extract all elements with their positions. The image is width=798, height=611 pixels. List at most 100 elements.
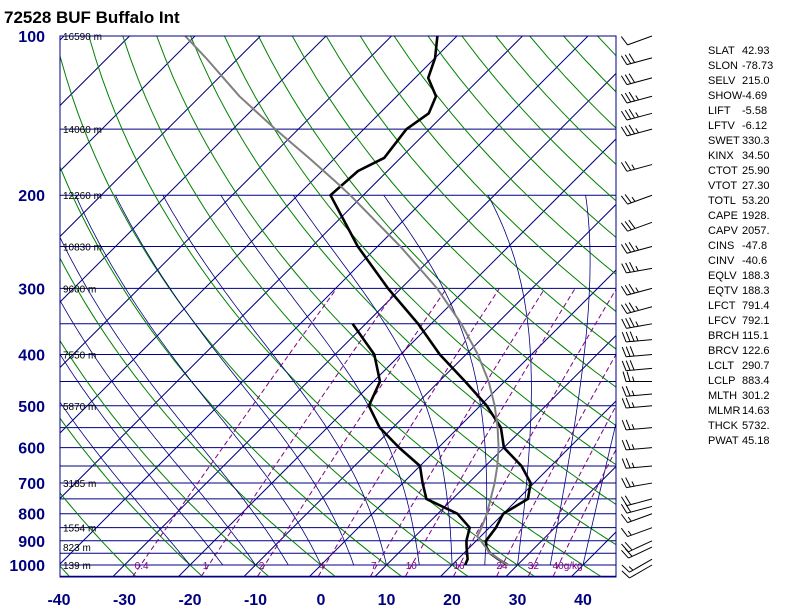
dry-adiabat-line [359,36,616,313]
wind-barb-half-flag [631,481,635,487]
wind-barb-half-flag [631,424,635,430]
dry-adiabat-line [60,417,203,577]
wind-barb-half-flag [635,335,639,342]
wind-barbs [620,35,653,579]
dry-adiabat-line [190,36,616,506]
moist-adiabat-line [582,421,616,566]
wind-barb-staff [629,558,653,573]
wind-barb-flag [628,302,636,312]
wind-barb-flag [628,124,636,135]
height-labels: 16590 m 14060 m 12260 m 10830 m 9600 m 7550 m… [63,32,102,572]
height-label: 10830 m [63,243,102,254]
moist-adiabat-line [220,194,420,566]
mixing-ratio-line [527,404,616,577]
wind-barb-flag [620,504,628,514]
height-label: 7550 m [63,350,96,361]
isotherm-line [60,36,261,238]
wind-barb-flag [624,161,632,171]
wind-barb-flag [625,318,631,328]
wind-barb-flag [620,496,628,506]
wind-barb-flag [624,109,632,120]
isotherm-line [112,72,616,577]
parcel-profile-line [184,36,509,566]
index-name: MLMR [708,405,740,417]
index-value: 115.1 [742,330,769,342]
index-name: THCK [708,420,739,432]
wind-barb-flag [628,219,636,229]
wind-barb-flag [621,564,630,573]
wind-barb-staff [626,393,653,397]
mixing-ratio-label: 0.4 [135,561,149,572]
temperature-tick-label: -30 [113,592,136,609]
height-label: 139 m [63,561,91,572]
mixing-ratio-label: 40g/kg [553,561,583,572]
wind-barb-staff [628,540,653,553]
wind-barb-flag [621,398,627,409]
wind-barb-staff [626,427,653,431]
mixing-ratio-label: 16 [453,561,465,572]
index-value: 53.20 [742,195,770,207]
isotherm-line [60,36,130,107]
pressure-tick-label: 400 [18,347,45,364]
isotherm-line [60,36,589,565]
wind-barb-flag [620,304,628,314]
mixing-ratio-label: 32 [528,561,540,572]
index-name: BRCH [708,330,739,342]
wind-barb-staff [626,77,653,86]
index-name: SLAT [708,45,735,57]
wind-barb-flag [622,371,627,382]
index-name: CAPV [708,225,739,237]
pressure-tick-label: 100 [18,29,45,46]
index-value: 290.7 [742,360,770,372]
wind-barb-staff [626,306,653,314]
wind-barb-flag [625,458,631,469]
wind-barb-flag [624,495,632,505]
wind-barb-staff [627,221,653,232]
index-value: 14.63 [742,405,770,417]
wind-barb-flag [621,420,627,431]
wind-barb-staff [626,353,653,358]
wind-barb-staff [626,498,653,507]
temperature-profile-line [329,36,533,567]
index-name: SLON [708,60,738,72]
index-name: VTOT [708,180,737,192]
wind-barb-flag [620,110,628,121]
mixing-ratio-label: 7 [371,561,377,572]
temperature-tick-label: -40 [47,592,70,609]
index-value: -5.58 [742,105,767,117]
pressure-tick-label: 900 [18,534,45,551]
index-name: LFTV [708,120,736,132]
height-label: 9600 m [63,284,96,295]
temperature-tick-label: 20 [443,592,461,609]
isotherm-line [60,36,523,500]
mixing-ratio-line [132,288,338,577]
background-grid [60,36,616,577]
mixing-ratio-label: 4 [319,561,325,572]
wind-barb-flag [626,371,631,382]
index-name: TOTL [708,195,736,207]
wind-barb-half-flag [635,265,639,272]
moist-adiabat-line [292,194,453,565]
index-name: LCLP [708,375,736,387]
wind-barb-flag [624,284,632,295]
wind-barb-flag [620,93,628,104]
index-value: 188.3 [742,285,770,297]
wind-barb-flag [621,440,627,451]
wind-barb-flag [620,162,628,172]
temperature-tick-label: 10 [378,592,396,609]
wind-barb-staff [626,95,653,104]
wind-barb-flag [620,195,628,205]
wind-barb-flag [624,221,632,231]
index-value: 215.0 [742,75,770,87]
index-value: 45.18 [742,435,770,447]
wind-barb-flag [621,332,627,343]
wind-barb-staff [627,527,653,538]
index-name: PWAT [708,435,739,447]
index-value: -4.69 [742,90,767,102]
wind-barb-half-flag [631,444,635,450]
mixing-ratio-line [370,288,546,577]
wind-barb-half-flag [635,245,639,251]
moist-adiabat-line [60,299,256,566]
wind-barb-flag [620,222,628,232]
index-name: EQLV [708,270,737,282]
